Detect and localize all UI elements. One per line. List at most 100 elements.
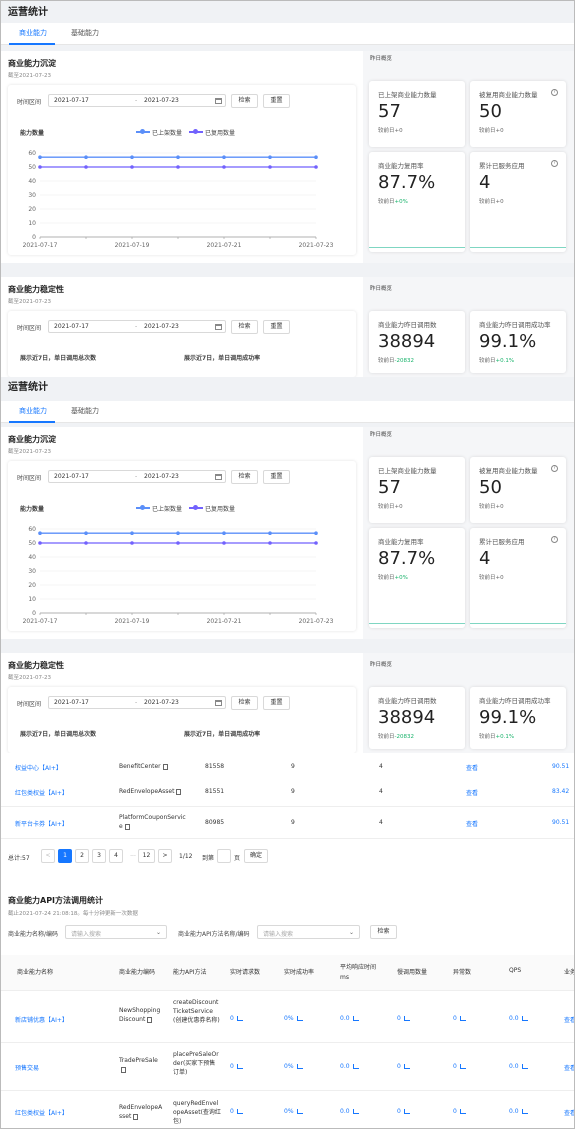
page-title: 运营统计 xyxy=(8,7,48,18)
capability-name-link[interactable]: 权益中心【AI+】 xyxy=(15,765,62,772)
qps[interactable]: 0.0 xyxy=(509,1108,528,1115)
y-tick-label: 10 xyxy=(28,220,36,227)
tab-basic-capability[interactable]: 基础能力 xyxy=(71,407,99,415)
daily-success-caption: 展示近7日，单日调用成功率 xyxy=(184,731,261,738)
page-button[interactable]: 2 xyxy=(75,849,89,863)
value: 0% xyxy=(284,1108,294,1115)
search-button[interactable]: 检索 xyxy=(231,470,258,484)
api-search-button[interactable]: 检索 xyxy=(370,925,397,939)
help-icon[interactable]: ? xyxy=(551,465,558,472)
copy-icon[interactable] xyxy=(121,1066,126,1073)
avg-response-time[interactable]: 0.0 xyxy=(340,1015,359,1022)
reset-button[interactable]: 重置 xyxy=(263,94,290,108)
date-range-picker[interactable]: 2021-07-17 - 2021-07-23 xyxy=(48,320,226,333)
section2-panel: 商业能力稳定性 截至2021-07-23 时间区间 2021-07-17 - 2… xyxy=(1,653,363,753)
pager: < 1 2 3 4 ... 12 > xyxy=(41,849,241,863)
avg-response-time[interactable]: 0.0 xyxy=(340,1108,359,1115)
date-range-picker[interactable]: 2021-07-17 - 2021-07-23 xyxy=(48,94,226,107)
reset-button[interactable]: 重置 xyxy=(263,696,290,710)
start-date: 2021-07-17 xyxy=(54,323,89,330)
copy-icon[interactable] xyxy=(147,1016,153,1023)
error-count[interactable]: 0 xyxy=(453,1108,466,1115)
capability-name-link[interactable]: 新店铺优惠【AI+】 xyxy=(15,1017,68,1024)
capability-name-link[interactable]: 红包类权益【AI+】 xyxy=(15,1110,68,1117)
column-header: 慢调用数量 xyxy=(397,969,428,976)
realtime-success-rate[interactable]: 0% xyxy=(284,1015,303,1022)
value: 0 xyxy=(397,1015,401,1022)
help-icon[interactable]: ? xyxy=(551,536,558,543)
section2-panel: 商业能力稳定性 截至2021-07-23 时间区间 2021-07-17 - 2… xyxy=(1,277,363,377)
date-separator: - xyxy=(135,97,138,104)
goto-page-input[interactable] xyxy=(217,849,231,863)
stat-compare-prefix: 较前日 xyxy=(378,575,395,581)
cell-value-last[interactable]: 90.51 xyxy=(552,763,570,770)
column-header: 商业能力名称 xyxy=(17,969,54,976)
next-page-button[interactable]: > xyxy=(158,849,172,863)
stat-label: 商业能力复用率 xyxy=(378,538,424,546)
error-count[interactable]: 0 xyxy=(453,1015,466,1022)
realtime-requests[interactable]: 0 xyxy=(230,1015,243,1022)
tab-business-capability[interactable]: 商业能力 xyxy=(19,29,47,37)
copy-icon[interactable] xyxy=(133,1113,139,1120)
stat-value: 38894 xyxy=(378,331,436,352)
cell-value-last[interactable]: 83.42 xyxy=(552,788,570,795)
view-link[interactable]: 查看 xyxy=(564,1065,575,1072)
goto-confirm-button[interactable]: 确定 xyxy=(244,849,268,863)
realtime-requests[interactable]: 0 xyxy=(230,1108,243,1115)
copy-icon[interactable] xyxy=(162,763,168,770)
qps[interactable]: 0.0 xyxy=(509,1063,528,1070)
page-button[interactable]: 3 xyxy=(92,849,106,863)
realtime-success-rate[interactable]: 0% xyxy=(284,1063,303,1070)
view-link[interactable]: 查看 xyxy=(564,1110,575,1117)
page-button[interactable]: 4 xyxy=(109,849,123,863)
page-button[interactable]: 1 xyxy=(58,849,72,863)
search-button[interactable]: 检索 xyxy=(231,94,258,108)
realtime-requests[interactable]: 0 xyxy=(230,1063,243,1070)
view-link[interactable]: 查看 xyxy=(466,790,479,797)
help-icon[interactable]: ? xyxy=(551,89,558,96)
y-tick-label: 40 xyxy=(28,178,36,185)
capability-name-link[interactable]: 新平台卡券【AI+】 xyxy=(15,821,68,828)
tab-business-capability[interactable]: 商业能力 xyxy=(19,407,47,415)
qps[interactable]: 0.0 xyxy=(509,1015,528,1022)
view-link[interactable]: 查看 xyxy=(564,1017,575,1024)
page-button[interactable]: 12 xyxy=(138,849,155,863)
avg-response-time[interactable]: 0.0 xyxy=(340,1063,359,1070)
date-range-picker[interactable]: 2021-07-17 - 2021-07-23 xyxy=(48,696,226,709)
legend-line-reused xyxy=(189,505,203,510)
search-button[interactable]: 检索 xyxy=(231,320,258,334)
reset-button[interactable]: 重置 xyxy=(263,470,290,484)
view-link[interactable]: 查看 xyxy=(466,821,479,828)
data-point xyxy=(314,165,318,169)
help-icon[interactable]: ? xyxy=(551,160,558,167)
capability-name-link[interactable]: 预售交易 xyxy=(15,1065,40,1072)
capability-search-select[interactable]: 请输入搜索 ⌄ xyxy=(65,925,167,939)
slow-calls[interactable]: 0 xyxy=(397,1063,410,1070)
date-range-picker[interactable]: 2021-07-17 - 2021-07-23 xyxy=(48,470,226,483)
column-header: 实时成功率 xyxy=(284,969,315,976)
cell-value-last[interactable]: 90.51 xyxy=(552,819,570,826)
realtime-success-rate[interactable]: 0% xyxy=(284,1108,303,1115)
view-link[interactable]: 查看 xyxy=(466,765,479,772)
stat-compare-value: -20832 xyxy=(394,358,414,364)
tab-basic-capability[interactable]: 基础能力 xyxy=(71,29,99,37)
error-count[interactable]: 0 xyxy=(453,1063,466,1070)
reset-button[interactable]: 重置 xyxy=(263,320,290,334)
calendar-icon xyxy=(215,700,222,706)
prev-page-button[interactable]: < xyxy=(41,849,55,863)
cell-value: 80985 xyxy=(205,819,225,826)
stat-card-served-apps: 累计已服务应用 ? 4 较前日+0 xyxy=(470,152,566,252)
api-method-search-select[interactable]: 请输入搜索 ⌄ xyxy=(257,925,360,939)
copy-icon[interactable] xyxy=(176,788,182,795)
chart-title: 能力数量 xyxy=(20,506,45,513)
slow-calls[interactable]: 0 xyxy=(397,1015,410,1022)
legend-label-listed: 已上架数量 xyxy=(152,130,183,137)
capability-name-link[interactable]: 红包类权益【AI+】 xyxy=(15,790,68,797)
copy-icon[interactable] xyxy=(124,823,130,830)
search-button[interactable]: 检索 xyxy=(231,696,258,710)
stat-compare-value: +0% xyxy=(394,575,408,581)
y-tick-label: 20 xyxy=(28,582,36,589)
slow-calls[interactable]: 0 xyxy=(397,1108,410,1115)
trend-chart-icon xyxy=(403,1109,410,1114)
stat-compare-value: +0.1% xyxy=(495,734,515,740)
